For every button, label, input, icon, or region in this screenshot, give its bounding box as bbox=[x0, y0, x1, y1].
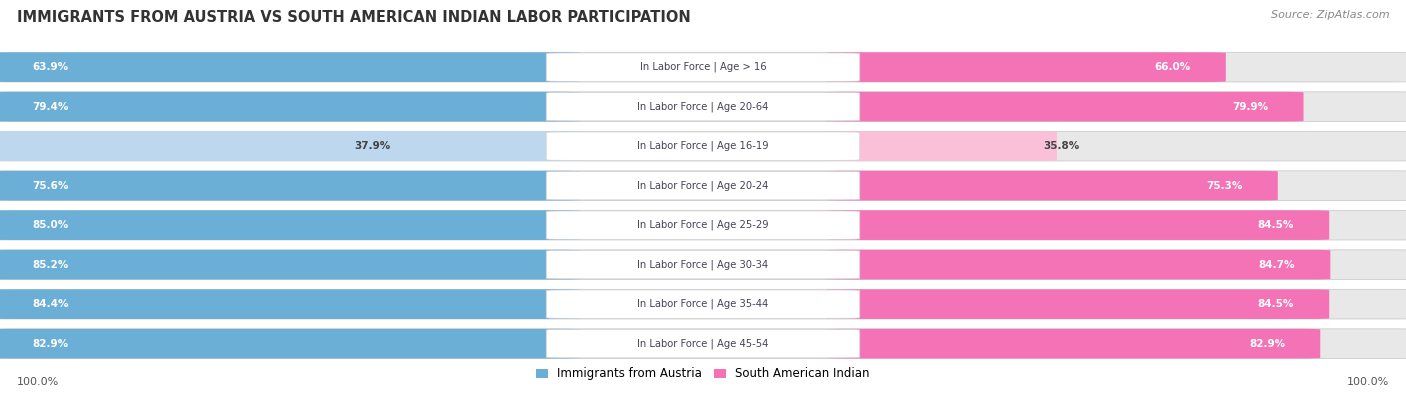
Legend: Immigrants from Austria, South American Indian: Immigrants from Austria, South American … bbox=[531, 363, 875, 385]
FancyBboxPatch shape bbox=[546, 329, 859, 358]
Text: 84.7%: 84.7% bbox=[1258, 260, 1295, 270]
Text: In Labor Force | Age 30-34: In Labor Force | Age 30-34 bbox=[637, 260, 769, 270]
Text: 35.8%: 35.8% bbox=[1043, 141, 1080, 151]
Text: In Labor Force | Age 45-54: In Labor Force | Age 45-54 bbox=[637, 339, 769, 349]
FancyBboxPatch shape bbox=[827, 289, 1329, 319]
FancyBboxPatch shape bbox=[546, 250, 859, 279]
FancyBboxPatch shape bbox=[0, 210, 581, 240]
Text: In Labor Force | Age 16-19: In Labor Force | Age 16-19 bbox=[637, 141, 769, 151]
FancyBboxPatch shape bbox=[0, 52, 581, 82]
FancyBboxPatch shape bbox=[827, 250, 1330, 280]
FancyBboxPatch shape bbox=[0, 171, 581, 201]
FancyBboxPatch shape bbox=[0, 92, 1406, 121]
FancyBboxPatch shape bbox=[546, 92, 859, 121]
FancyBboxPatch shape bbox=[827, 131, 1057, 161]
FancyBboxPatch shape bbox=[0, 289, 581, 319]
Text: In Labor Force | Age 20-24: In Labor Force | Age 20-24 bbox=[637, 181, 769, 191]
Text: 85.2%: 85.2% bbox=[32, 260, 69, 270]
FancyBboxPatch shape bbox=[0, 210, 1406, 240]
FancyBboxPatch shape bbox=[0, 329, 1406, 359]
Text: 82.9%: 82.9% bbox=[1249, 339, 1285, 349]
Text: 82.9%: 82.9% bbox=[32, 339, 69, 349]
FancyBboxPatch shape bbox=[546, 211, 859, 239]
FancyBboxPatch shape bbox=[827, 171, 1278, 201]
Text: 85.0%: 85.0% bbox=[32, 220, 69, 230]
Text: Source: ZipAtlas.com: Source: ZipAtlas.com bbox=[1271, 10, 1389, 20]
Text: In Labor Force | Age 20-64: In Labor Force | Age 20-64 bbox=[637, 102, 769, 112]
Text: IMMIGRANTS FROM AUSTRIA VS SOUTH AMERICAN INDIAN LABOR PARTICIPATION: IMMIGRANTS FROM AUSTRIA VS SOUTH AMERICA… bbox=[17, 10, 690, 25]
Text: 63.9%: 63.9% bbox=[32, 62, 69, 72]
Text: In Labor Force | Age > 16: In Labor Force | Age > 16 bbox=[640, 62, 766, 72]
Text: In Labor Force | Age 35-44: In Labor Force | Age 35-44 bbox=[637, 299, 769, 309]
FancyBboxPatch shape bbox=[827, 92, 1303, 121]
FancyBboxPatch shape bbox=[0, 131, 581, 161]
Text: In Labor Force | Age 25-29: In Labor Force | Age 25-29 bbox=[637, 220, 769, 230]
Text: 84.5%: 84.5% bbox=[1258, 220, 1294, 230]
Text: 75.3%: 75.3% bbox=[1206, 181, 1243, 191]
FancyBboxPatch shape bbox=[0, 171, 1406, 201]
Text: 100.0%: 100.0% bbox=[17, 377, 59, 387]
Text: 79.9%: 79.9% bbox=[1232, 102, 1268, 112]
FancyBboxPatch shape bbox=[546, 132, 859, 160]
FancyBboxPatch shape bbox=[0, 250, 1406, 280]
FancyBboxPatch shape bbox=[0, 52, 1406, 82]
FancyBboxPatch shape bbox=[827, 329, 1320, 359]
FancyBboxPatch shape bbox=[546, 171, 859, 200]
FancyBboxPatch shape bbox=[827, 210, 1329, 240]
Text: 66.0%: 66.0% bbox=[1154, 62, 1191, 72]
Text: 84.5%: 84.5% bbox=[1258, 299, 1294, 309]
FancyBboxPatch shape bbox=[0, 289, 1406, 319]
FancyBboxPatch shape bbox=[827, 52, 1226, 82]
FancyBboxPatch shape bbox=[546, 290, 859, 318]
Text: 84.4%: 84.4% bbox=[32, 299, 69, 309]
FancyBboxPatch shape bbox=[0, 250, 581, 280]
FancyBboxPatch shape bbox=[0, 131, 1406, 161]
Text: 75.6%: 75.6% bbox=[32, 181, 69, 191]
FancyBboxPatch shape bbox=[0, 92, 581, 121]
FancyBboxPatch shape bbox=[546, 53, 859, 81]
Text: 79.4%: 79.4% bbox=[32, 102, 69, 112]
Text: 37.9%: 37.9% bbox=[354, 141, 391, 151]
FancyBboxPatch shape bbox=[0, 329, 581, 359]
Text: 100.0%: 100.0% bbox=[1347, 377, 1389, 387]
